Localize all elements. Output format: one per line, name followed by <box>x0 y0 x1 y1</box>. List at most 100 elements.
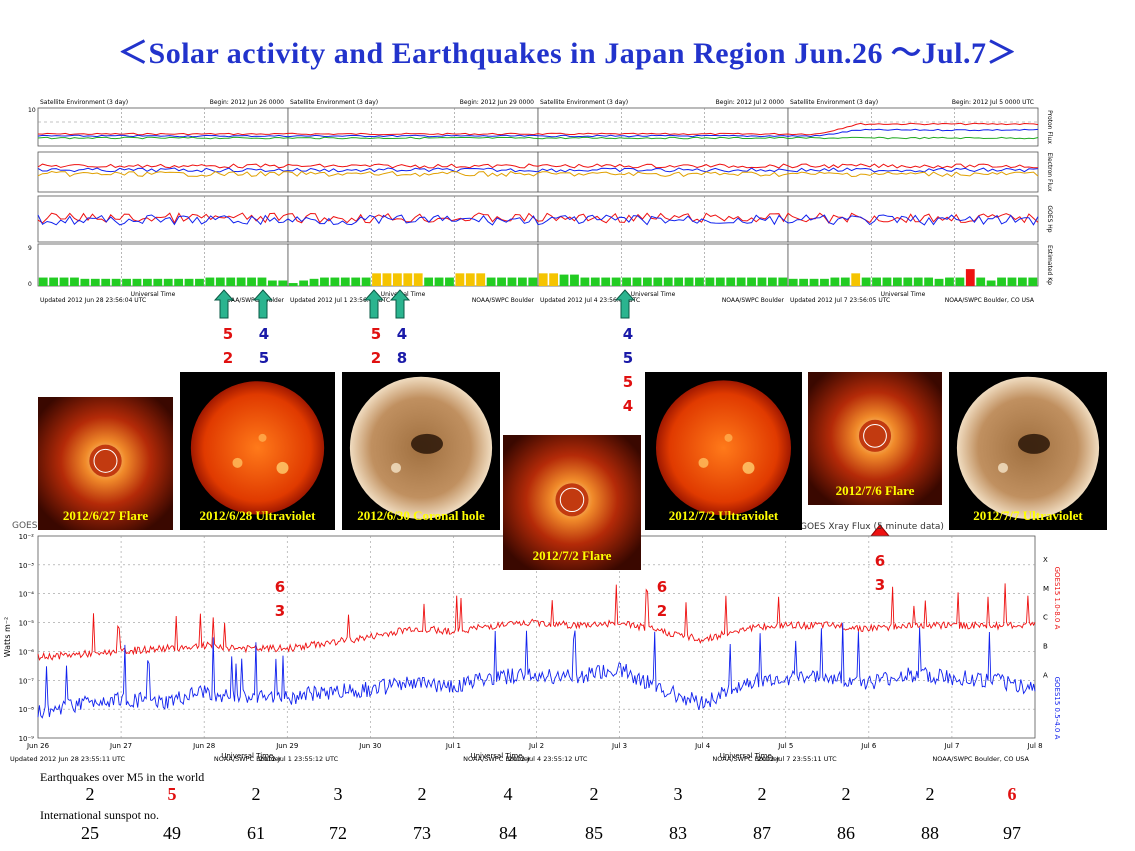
quake-digit: 4 <box>396 325 408 343</box>
kp-bar <box>195 278 204 286</box>
kp-bar <box>788 278 798 286</box>
kp-bar <box>361 277 371 286</box>
xray-header: GOES Xray Flux (5 minute data) <box>800 522 944 532</box>
kp-bar <box>580 277 590 286</box>
kp-bar <box>392 273 402 286</box>
panel-frame <box>287 107 539 147</box>
ytick-label: 10⁻⁶ <box>19 648 35 656</box>
kp-bar <box>486 277 496 286</box>
quake-digit: 4 <box>258 325 270 343</box>
earthquake-count: 3 <box>673 784 683 804</box>
kp-bar <box>174 278 184 286</box>
earthquake-count: 2 <box>417 784 427 804</box>
kp-bar <box>799 278 809 286</box>
green-arrow-up-icon <box>213 289 235 319</box>
green-arrow-up-icon <box>252 289 274 319</box>
xray-footer-left: 2012 Jul 7 23:55:11 UTC <box>758 755 837 763</box>
solar-image-graphic <box>808 372 942 505</box>
image-caption: 2012/6/30 Coronal hole <box>357 508 485 523</box>
xray-series-line <box>37 583 1036 661</box>
kp-bar <box>424 277 434 286</box>
xray-series-line <box>37 622 1036 719</box>
series-line <box>37 136 1039 140</box>
flare-class-label: X <box>1043 556 1048 564</box>
green-arrow-up-icon <box>614 289 636 319</box>
page-title: ＜Solar activity and Earthquakes in Japan… <box>118 37 1017 70</box>
xray-footer-left: 2012 Jul 4 23:55:12 UTC <box>509 755 588 763</box>
kp-bar <box>684 277 694 286</box>
kp-bar <box>726 277 736 286</box>
series-line <box>37 167 1039 173</box>
kp-bar <box>892 277 902 286</box>
kp-bar <box>736 277 746 286</box>
image-caption: 2012/6/28 Ultraviolet <box>199 508 316 523</box>
sunspot-label: International sunspot no. <box>40 808 159 822</box>
solar-image: 2012/6/30 Coronal hole <box>342 372 500 530</box>
quake-digit: 4 <box>622 325 634 343</box>
flare-class-label: B <box>1043 643 1048 651</box>
quake-digit: 4 <box>622 397 634 415</box>
kp-bar <box>445 277 454 286</box>
side-label: Electron Flux <box>1046 153 1053 192</box>
xaxis-label: Universal Time <box>470 752 522 760</box>
side-label: Estimated Kp <box>1046 245 1053 285</box>
xtick-label: Jun 27 <box>109 742 132 750</box>
kp-bar <box>49 277 59 286</box>
quake-digit: 2 <box>370 349 382 367</box>
kp-bar <box>715 277 725 286</box>
kp-bar <box>767 277 777 286</box>
kp-bar <box>372 273 381 286</box>
panel-frame <box>287 243 539 287</box>
panel-header-left: Satellite Environment (3 day) <box>790 99 878 106</box>
kp-bar <box>882 277 892 286</box>
xtick-label: Jul 2 <box>528 742 544 750</box>
earthquake-count: 2 <box>925 784 935 804</box>
ytick-label: 10⁻³ <box>19 562 35 570</box>
image-caption: 2012/7/6 Flare <box>835 483 915 498</box>
quake-digit: 5 <box>622 349 634 367</box>
sunspot-number: 25 <box>81 823 99 843</box>
kp-bar <box>622 277 631 286</box>
kp-bar <box>976 277 986 286</box>
kp-bar <box>90 278 100 286</box>
kp-bar <box>132 278 142 286</box>
kp-bar <box>945 277 954 286</box>
quake-digit: 2 <box>222 349 234 367</box>
xtick-label: Jul 6 <box>860 742 877 750</box>
xray-footer-left: 2012 Jul 1 23:55:12 UTC <box>259 755 338 763</box>
axis-label-time: Universal Time <box>631 291 676 298</box>
image-caption: 2012/7/2 Flare <box>532 548 612 563</box>
ytick-label: 10⁻⁴ <box>19 591 35 599</box>
kp-bar <box>570 274 579 286</box>
panel-frame <box>787 243 1039 287</box>
kp-bar <box>903 277 913 286</box>
panel-header-right: Begin: 2012 Jul 2 0000 <box>716 99 785 106</box>
kp-bar <box>747 277 756 286</box>
sunspot-number: 88 <box>921 823 939 843</box>
kp-bar <box>611 277 621 286</box>
flare-class-label: A <box>1043 671 1048 679</box>
panel-header-left: Satellite Environment (3 day) <box>40 99 128 106</box>
panel-frame <box>537 107 789 147</box>
xtick-label: Jun 26 <box>26 742 50 750</box>
kp-bar <box>851 273 861 286</box>
kp-bar <box>122 278 131 286</box>
xray-footer-right: NOAA/SWPC Boulder <box>214 755 282 763</box>
kp-bar <box>1017 277 1027 286</box>
panel-footer-left: Updated 2012 Jul 7 23:56:05 UTC <box>790 297 890 304</box>
side-label: Proton Flux <box>1046 110 1053 144</box>
earthquakes-label: Earthquakes over M5 in the world <box>40 770 205 784</box>
kp-bar <box>247 277 256 286</box>
kp-bar <box>278 280 288 286</box>
earthquake-count: 4 <box>503 784 513 804</box>
quake-digit: 6 <box>874 552 886 570</box>
kp-bar <box>997 277 1006 286</box>
panel-footer-left: Updated 2012 Jun 28 23:56:04 UTC <box>40 297 146 304</box>
kp-bar <box>382 273 392 286</box>
earthquake-count: 2 <box>841 784 851 804</box>
ytick-label: 10⁻² <box>19 533 35 541</box>
legend-entry: GOES15 0.5-4.0 A <box>1053 677 1061 740</box>
kp-bar <box>476 273 486 286</box>
solar-image-graphic <box>38 397 173 530</box>
